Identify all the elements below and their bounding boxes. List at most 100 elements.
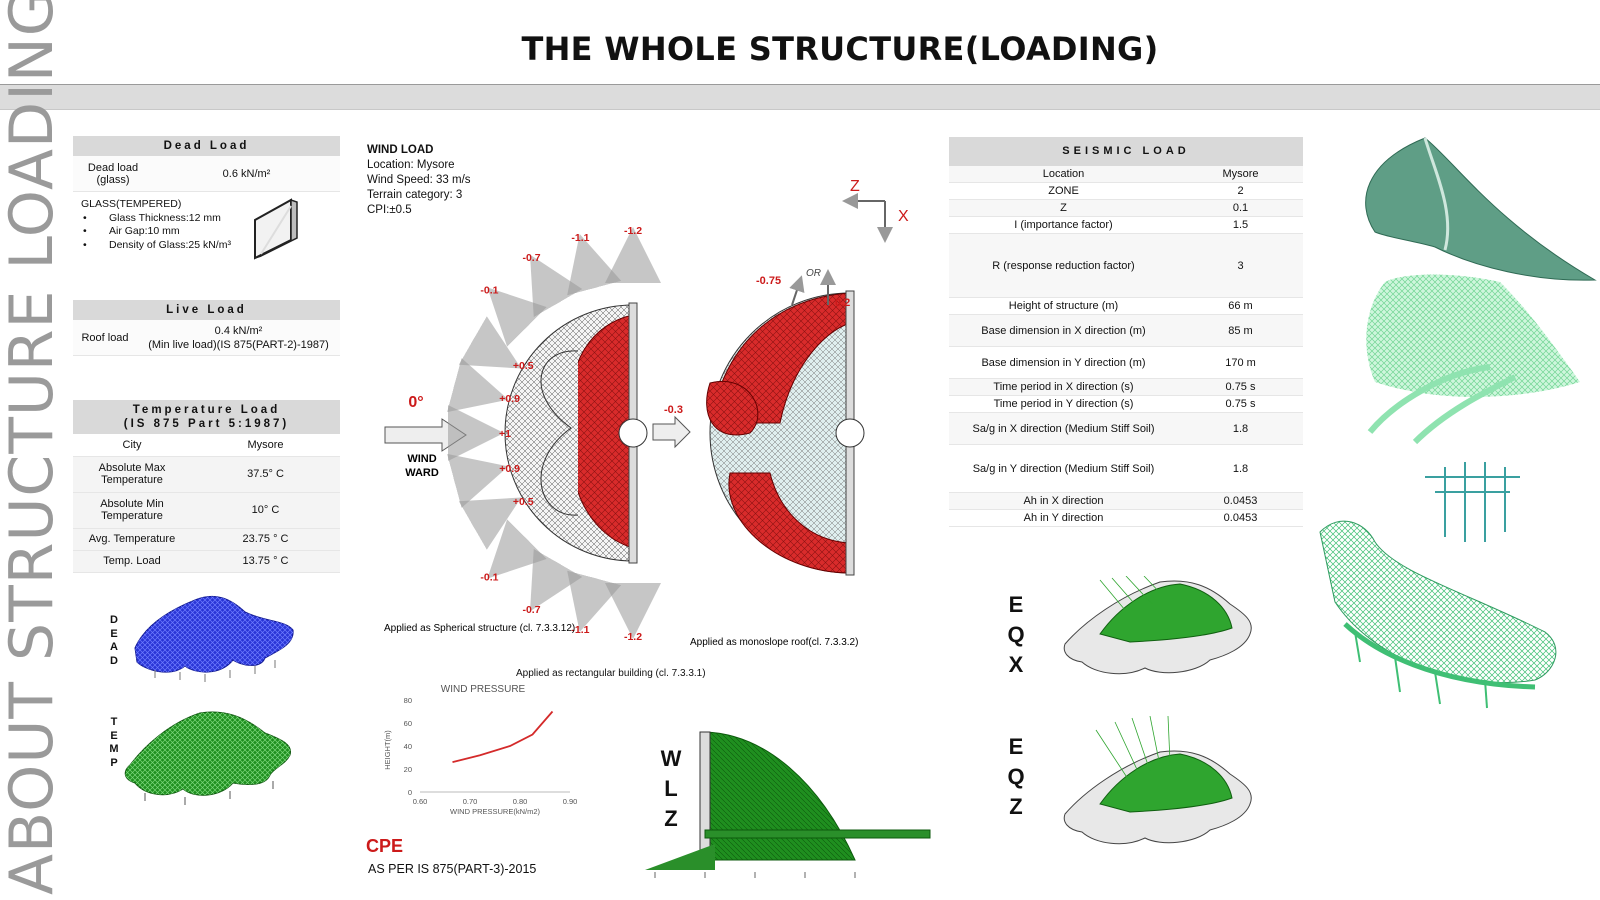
chart-y-label: HEIGHT(m)	[383, 730, 392, 770]
axis-x-label: X	[898, 208, 909, 225]
cpe-arrows: -1.2 -1.1 -0.7 -0.1 +0.5 +0.9 +1 +0.9 +0.5 -0.1 -0…	[447, 225, 661, 643]
seismic-param: Sa/g in Y direction (Medium Stiff Soil)	[949, 444, 1178, 493]
cpe-coefficient: +0.9	[499, 463, 520, 475]
windward-label-1: WIND	[407, 453, 436, 465]
cpe-arrow	[487, 519, 547, 579]
chart-y-tick: 20	[404, 765, 412, 774]
dead-load-heading: Dead Load	[73, 136, 340, 156]
seismic-param: Base dimension in Y direction (m)	[949, 346, 1178, 379]
table-row: Sa/g in X direction (Medium Stiff Soil) 1…	[949, 412, 1303, 445]
wind-load-z-model	[645, 731, 931, 878]
side-title: ABOUT STRUCTURE LOADING	[0, 0, 67, 895]
seismic-param: R (response reduction factor)	[949, 233, 1178, 298]
table-row: Location Mysore	[949, 166, 1303, 183]
mono-left-arrow-icon	[789, 275, 805, 306]
wind-load-info: WIND LOAD Location: Mysore Wind Speed: 3…	[367, 143, 471, 218]
seismic-value: 1.5	[1178, 216, 1303, 234]
seismic-param: Z	[949, 199, 1178, 217]
caption-monoslope: Applied as monoslope roof(cl. 7.3.3.2)	[690, 637, 858, 648]
seismic-value: 170 m	[1178, 346, 1303, 379]
dead-load-panel: Dead Load Dead load (glass) 0.6 kN/m² GL…	[73, 136, 340, 260]
cpe-coefficient: -1.2	[624, 225, 642, 237]
cpe-coefficient: -0.7	[522, 252, 540, 264]
table-row: Avg. Temperature 23.75 ° C	[73, 528, 340, 551]
caption-rectangular: Applied as rectangular building (cl. 7.3…	[516, 668, 706, 679]
cpe-arrow	[567, 234, 622, 296]
seismic-value: Mysore	[1178, 166, 1303, 183]
cpe-arrow	[530, 254, 583, 318]
live-load-note: (Min live load)(IS 875(PART-2)-1987)	[148, 338, 329, 351]
table-row: Base dimension in Y direction (m) 170 m	[949, 346, 1303, 379]
cpe-arrow	[447, 358, 509, 413]
seismic-param: Base dimension in X direction (m)	[949, 314, 1178, 347]
wind-line: CPI:±0.5	[367, 204, 412, 216]
dead-load-label: Dead load (glass)	[87, 161, 139, 186]
chart-series-line	[452, 710, 554, 763]
wind-cpe-diagram: Z X 0° WIND WARD -1.2 -1.1 -0.7 -0.1 +0.5 +0.…	[384, 178, 909, 648]
cpe-coefficient: -0.1	[480, 284, 498, 296]
wind-line: Terrain category: 3	[367, 189, 463, 201]
wind-load-heading: WIND LOAD	[367, 144, 434, 156]
cpe-coefficient: +0.5	[513, 496, 534, 508]
wind-pressure-chart: WIND PRESSURE HEIGHT(m) WIND PRESSURE(kN…	[383, 684, 578, 816]
chart-y-tick: 0	[408, 788, 412, 797]
seismic-param: Time period in Y direction (s)	[949, 395, 1178, 413]
live-load-value: 0.4 kN/m²	[214, 324, 263, 337]
cpe-coefficient: -0.1	[480, 572, 498, 584]
windward-label-2: WARD	[405, 467, 439, 479]
caption-spherical: Applied as Spherical structure (cl. 7.3.…	[384, 623, 575, 634]
cpe-caption: AS PER IS 875(PART-3)-2015	[368, 862, 537, 876]
header-band	[0, 84, 1600, 110]
cpe-coefficient: +0.5	[513, 360, 534, 372]
mono-left-value: -0.75	[756, 275, 781, 287]
chart-y-tick: 40	[404, 742, 412, 751]
seismic-heading: SEISMIC LOAD	[949, 137, 1303, 166]
cpe-arrow	[458, 497, 522, 550]
cpe-arrow	[529, 548, 583, 612]
table-row: I (importance factor) 1.5	[949, 216, 1303, 234]
table-row: Z 0.1	[949, 199, 1303, 217]
table-row: Ah in Y direction 0.0453	[949, 509, 1303, 527]
wind-line: Wind Speed: 33 m/s	[367, 174, 471, 186]
chart-x-tick: 0.90	[563, 797, 578, 806]
mono-right-value: 0.2	[835, 297, 850, 309]
seismic-param: Height of structure (m)	[949, 297, 1178, 315]
seismic-param: Time period in X direction (s)	[949, 378, 1178, 396]
table-row: ZONE 2	[949, 182, 1303, 200]
cpe-coefficient: -1.1	[571, 624, 589, 636]
seismic-value: 0.75 s	[1178, 378, 1303, 396]
glass-item: • Density of Glass:25 kN/m³	[83, 238, 231, 251]
live-load-heading: Live Load	[73, 300, 340, 320]
seismic-value: 85 m	[1178, 314, 1303, 347]
live-load-label: Roof load	[81, 331, 129, 344]
chart-x-tick: 0.60	[413, 797, 428, 806]
table-row: City Mysore	[73, 434, 340, 457]
temperature-table: City Mysore Absolute Max Temperature 37.5°…	[73, 434, 340, 573]
seismic-param: Ah in X direction	[949, 492, 1178, 510]
exploded-structure-model	[1319, 137, 1597, 709]
chart-title: WIND PRESSURE	[441, 684, 526, 695]
seismic-table: Location Mysore ZONE 2 Z 0.1 I (importance fac…	[949, 166, 1303, 527]
temperature-load-model	[124, 711, 292, 805]
table-row: Time period in X direction (s) 0.75 s	[949, 378, 1303, 396]
page-title: THE WHOLE STRUCTURE(LOADING)	[521, 30, 1159, 68]
seismic-value: 0.0453	[1178, 492, 1303, 510]
glass-list: • Glass Thickness:12 mm • Air Gap:10 mm • D…	[81, 212, 340, 253]
dead-load-model	[134, 596, 294, 682]
seismic-param: Location	[949, 166, 1178, 183]
cpe-arrow	[458, 316, 522, 369]
axis-z-label: Z	[850, 178, 860, 195]
temperature-heading: Temperature Load	[132, 404, 281, 416]
live-load-panel: Live Load Roof load 0.4 kN/m² (Min live …	[73, 300, 340, 356]
table-row: Base dimension in X direction (m) 85 m	[949, 314, 1303, 347]
glass-pane-icon	[254, 198, 298, 260]
glass-title: GLASS(TEMPERED)	[81, 198, 182, 210]
seismic-value: 66 m	[1178, 297, 1303, 315]
seismic-value: 0.1	[1178, 199, 1303, 217]
mono-or-label: OR	[806, 268, 821, 279]
table-row: Absolute Max Temperature 37.5° C	[73, 456, 340, 493]
seismic-param: ZONE	[949, 182, 1178, 200]
